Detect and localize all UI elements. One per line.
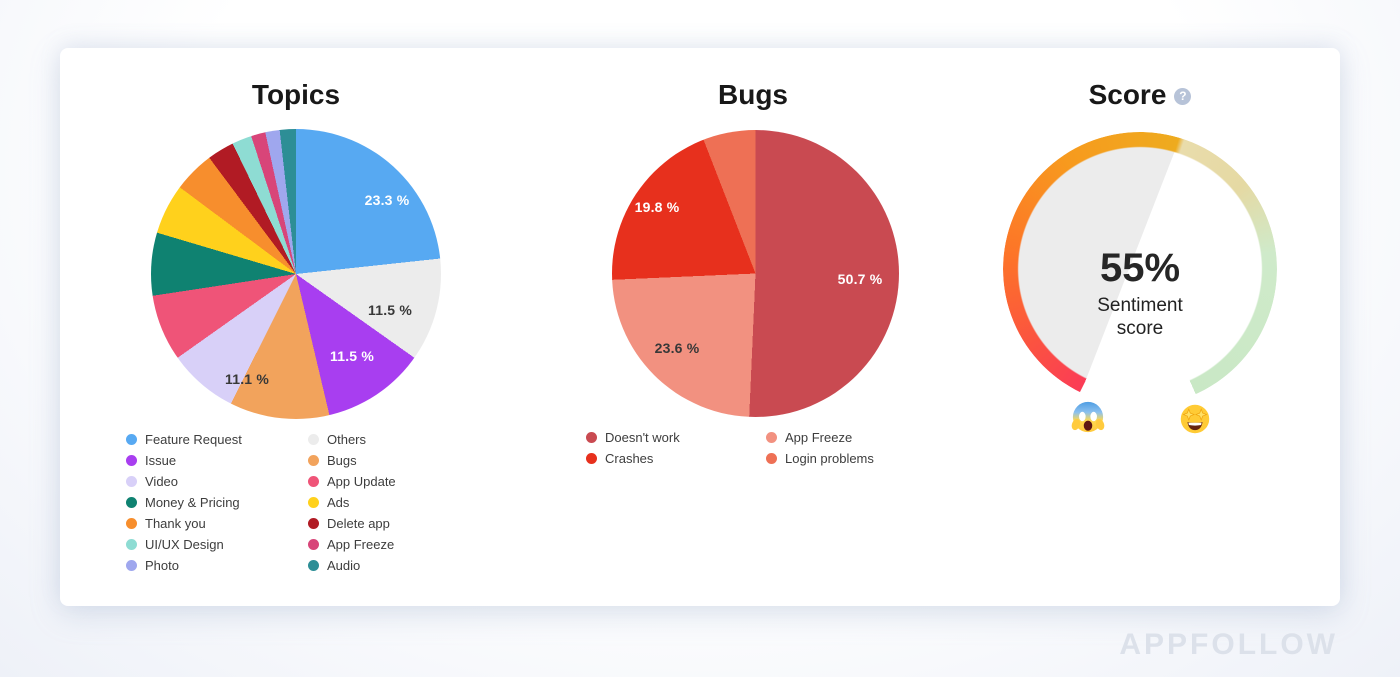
legend-label: UI/UX Design xyxy=(145,537,224,552)
legend-dot xyxy=(308,518,319,529)
legend-item-photo[interactable]: Photo xyxy=(126,555,308,576)
legend-item-thank-you[interactable]: Thank you xyxy=(126,513,308,534)
legend-dot xyxy=(126,455,137,466)
pie-slice-label: 11.5 % xyxy=(329,348,375,364)
legend-item-login-problems[interactable]: Login problems xyxy=(766,448,946,469)
legend-dot xyxy=(126,560,137,571)
legend-dot xyxy=(126,434,137,445)
legend-label: Others xyxy=(327,432,367,447)
legend-item-others[interactable]: Others xyxy=(308,429,490,450)
legend-label: Issue xyxy=(145,453,177,468)
legend-item-issue[interactable]: Issue xyxy=(126,450,308,471)
pie-slice-label: 11.5 % xyxy=(367,302,413,318)
legend-item-bugs[interactable]: Bugs xyxy=(308,450,490,471)
bugs-chart-title: Bugs xyxy=(643,78,863,112)
pie-slice-label: 23.6 % xyxy=(654,340,700,356)
legend-item-delete-app[interactable]: Delete app xyxy=(308,513,490,534)
legend-label: Crashes xyxy=(605,451,654,466)
help-icon[interactable]: ? xyxy=(1174,87,1192,105)
legend-item-feature-request[interactable]: Feature Request xyxy=(126,429,308,450)
score-title-text: Score xyxy=(1088,79,1167,110)
legend-label: App Freeze xyxy=(785,430,853,445)
legend-item-app-freeze[interactable]: App Freeze xyxy=(766,427,946,448)
legend-item-ads[interactable]: Ads xyxy=(308,492,490,513)
pie-slice-label: 19.8 % xyxy=(634,199,680,215)
topics-chart-title: Topics xyxy=(186,78,406,112)
pie-slice-label: 50.7 % xyxy=(837,271,883,287)
legend-dot xyxy=(766,453,777,464)
bugs-pie-chart[interactable]: 50.7 % 19.8 % 23.6 % xyxy=(612,130,899,417)
legend-item-app-freeze[interactable]: App Freeze xyxy=(308,534,490,555)
legend-label: Thank you xyxy=(145,516,206,531)
appfollow-watermark: APPFOLLOW xyxy=(1119,628,1338,661)
legend-item-money-pricing[interactable]: Money & Pricing xyxy=(126,492,308,513)
legend-item-crashes[interactable]: Crashes xyxy=(586,448,766,469)
star-struck-emoji xyxy=(1180,404,1210,434)
topics-pie-chart[interactable]: 23.3 % 11.5 % 11.5 % 11.1 % xyxy=(151,129,441,419)
legend-dot xyxy=(308,539,319,550)
legend-item-ui-ux-design[interactable]: UI/UX Design xyxy=(126,534,308,555)
sentiment-score-block: 55% Sentiment score xyxy=(1030,246,1250,340)
legend-dot xyxy=(126,497,137,508)
legend-item-audio[interactable]: Audio xyxy=(308,555,490,576)
legend-item-video[interactable]: Video xyxy=(126,471,308,492)
topics-title-text: Topics xyxy=(251,79,341,110)
dashboard-card: Topics Bugs Score ? 23.3 % 11.5 % 11.5 % 11… xyxy=(60,48,1340,606)
bugs-legend: Doesn't work Crashes App Freeze Login probl… xyxy=(586,427,946,469)
pie-slice-label: 23.3 % xyxy=(364,192,410,208)
legend-label: Audio xyxy=(327,558,361,573)
legend-label: Delete app xyxy=(327,516,390,531)
pie-slice-label: 11.1 % xyxy=(224,371,270,387)
sentiment-gauge-arc xyxy=(1003,132,1277,406)
legend-dot xyxy=(766,432,777,443)
legend-label: Login problems xyxy=(785,451,874,466)
legend-label: Bugs xyxy=(327,453,357,468)
legend-dot xyxy=(586,453,597,464)
legend-dot xyxy=(126,518,137,529)
score-chart-title: Score ? xyxy=(1030,78,1250,112)
legend-dot xyxy=(308,560,319,571)
legend-item-doesn-t-work[interactable]: Doesn't work xyxy=(586,427,766,448)
sentiment-score-value: 55% xyxy=(1099,246,1181,290)
legend-dot xyxy=(586,432,597,443)
legend-label: Money & Pricing xyxy=(145,495,240,510)
sentiment-score-label: Sentiment score xyxy=(1097,295,1183,339)
legend-label: Doesn't work xyxy=(605,430,680,445)
legend-dot xyxy=(308,497,319,508)
topics-legend: Feature Request Issue Video Money & Pricing… xyxy=(126,429,490,576)
legend-dot xyxy=(126,476,137,487)
legend-dot xyxy=(308,434,319,445)
legend-dot xyxy=(308,476,319,487)
legend-label: Photo xyxy=(145,558,179,573)
legend-label: App Update xyxy=(327,474,396,489)
legend-label: Ads xyxy=(327,495,350,510)
bugs-title-text: Bugs xyxy=(718,79,788,110)
legend-label: App Freeze xyxy=(327,537,395,552)
legend-dot xyxy=(308,455,319,466)
legend-label: Video xyxy=(145,474,179,489)
screaming-face-emoji xyxy=(1071,401,1105,433)
legend-label: Feature Request xyxy=(145,432,242,447)
legend-item-app-update[interactable]: App Update xyxy=(308,471,490,492)
legend-dot xyxy=(126,539,137,550)
